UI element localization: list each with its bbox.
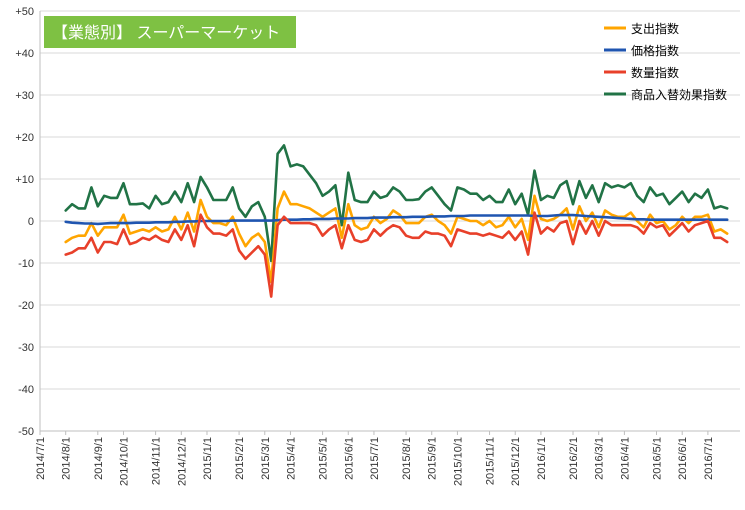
series-line (64, 211, 729, 298)
x-tick-label: 2014/11/1 (151, 437, 163, 485)
y-tick-label: -30 (18, 342, 34, 354)
x-tick-label: 2015/12/1 (510, 437, 522, 486)
series-line (64, 190, 729, 284)
legend-label: 価格指数 (631, 43, 679, 58)
x-tick-label: 2014/9/1 (93, 437, 105, 480)
y-tick-label: +40 (15, 48, 34, 60)
x-tick-label: 2016/7/1 (703, 437, 715, 480)
series-lines (64, 144, 729, 298)
y-tick-label: -50 (18, 426, 34, 438)
legend-label: 支出指数 (631, 21, 679, 36)
x-tick-label: 2015/7/1 (369, 437, 381, 480)
x-tick-label: 2015/4/1 (285, 437, 297, 480)
y-tick-label: -40 (18, 384, 34, 396)
y-tick-label: -20 (18, 300, 34, 312)
x-tick-label: 2015/8/1 (401, 437, 413, 480)
y-tick-label: -10 (18, 258, 34, 270)
x-tick-label: 2015/6/1 (343, 437, 355, 480)
y-tick-label: +20 (15, 132, 34, 144)
legend-label: 数量指数 (631, 65, 679, 80)
x-tick-label: 2016/4/1 (619, 437, 631, 480)
y-tick-label: +10 (15, 174, 34, 186)
x-tick-label: 2015/5/1 (318, 437, 330, 480)
title-badge-text: 【業態別】 スーパーマーケット (52, 24, 280, 42)
x-tick-label: 2015/1/1 (202, 437, 214, 480)
x-tick-label: 2016/3/1 (594, 437, 606, 480)
x-tick-label: 2014/12/1 (176, 437, 188, 486)
legend-label: 商品入替効果指数 (631, 87, 727, 102)
x-tick-label: 2015/10/1 (452, 437, 464, 486)
series-line (64, 213, 729, 226)
y-tick-label: +30 (15, 90, 34, 102)
series-line (64, 144, 729, 263)
x-tick-label: 2014/7/1 (35, 437, 47, 480)
x-tick-label: 2016/5/1 (652, 437, 664, 480)
y-tick-label: 0 (28, 216, 34, 228)
title-badge (44, 16, 296, 48)
x-tick-label: 2014/10/1 (118, 437, 130, 486)
x-tick-label: 2016/1/1 (536, 437, 548, 480)
x-tick-label: 2015/9/1 (427, 437, 439, 480)
x-tick-label: 2014/8/1 (61, 437, 73, 480)
y-tick-label: +50 (15, 6, 34, 18)
x-tick-label: 2015/2/1 (234, 437, 246, 480)
title-badge-group: 【業態別】 スーパーマーケット (44, 16, 296, 48)
x-tick-label: 2016/6/1 (677, 437, 689, 480)
x-tick-label: 2016/2/1 (568, 437, 580, 480)
x-tick-label: 2015/11/1 (485, 437, 497, 485)
x-tick-label: 2015/3/1 (260, 437, 272, 480)
